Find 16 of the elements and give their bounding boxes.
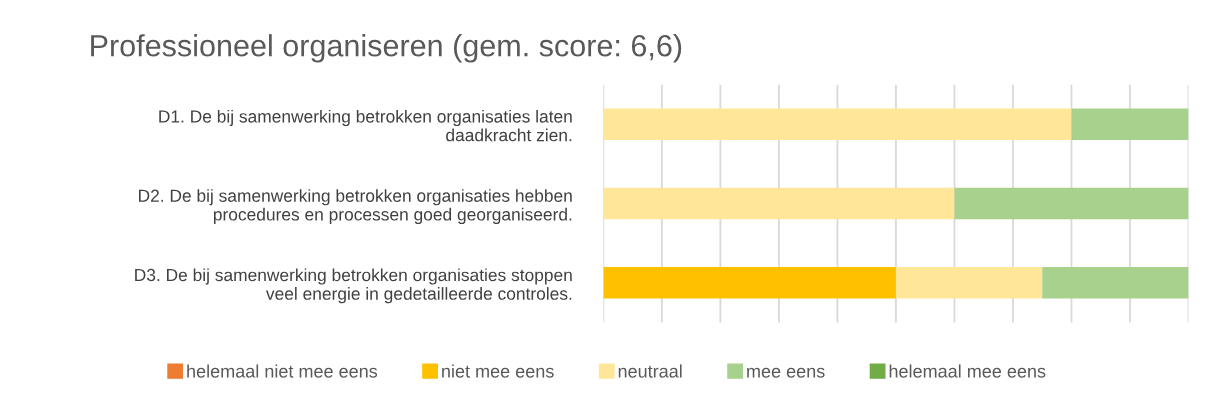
bar — [603, 108, 1072, 141]
bar — [603, 187, 955, 220]
bar — [603, 266, 896, 299]
legend-label: neutraal — [618, 364, 682, 378]
bar — [895, 266, 1043, 299]
legend-label: helemaal niet mee eens — [187, 364, 378, 378]
legend-label: mee eens — [747, 367, 825, 378]
bar — [1071, 108, 1189, 141]
bar — [1042, 266, 1189, 299]
bar — [954, 187, 1189, 220]
y-tick-label: D3. De bij samenwerking betrokken organisaties stoppen veel energie in gedetailleerde controles. — [135, 268, 572, 304]
legend-label: helemaal mee eens — [889, 364, 1046, 378]
chart-title: Professioneel organiseren (gem. score: 6,6) — [91, 34, 682, 63]
y-tick-label: D2. De bij samenwerking betrokken organisaties hebben procedures en processen goed georganiseerd. — [139, 189, 572, 225]
y-tick-label: D1. De bij samenwerking betrokken organisaties laten daadkracht zien. — [159, 109, 572, 142]
legend-label: niet mee eens — [442, 364, 554, 378]
